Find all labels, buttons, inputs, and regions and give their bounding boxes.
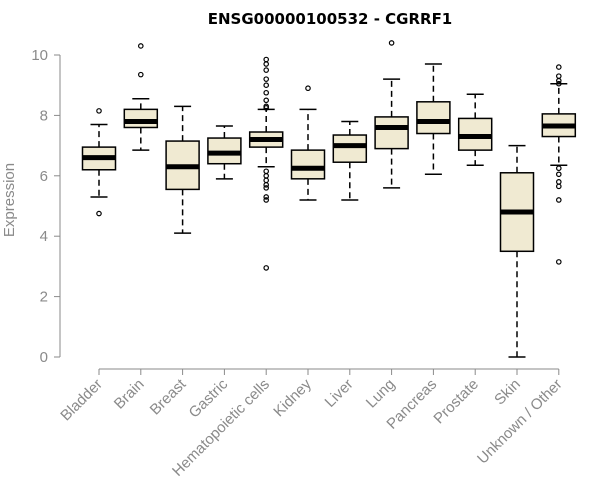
boxplot-hematopoietic-cells [248, 56, 284, 271]
x-tick-label: Brain [111, 376, 148, 413]
outlier-point [138, 71, 144, 78]
y-tick-label: 4 [40, 228, 48, 245]
outlier-point [263, 185, 270, 191]
outlier-point [263, 105, 270, 111]
x-tick-label: Skin [491, 376, 524, 409]
boxplot-pancreas [416, 63, 451, 176]
outlier-point [555, 64, 562, 70]
boxplot-unknown-other [541, 64, 577, 265]
x-tick-label: Breast [147, 375, 190, 418]
boxplot-gastric [207, 125, 242, 180]
outlier-point [96, 210, 102, 217]
outlier-point [263, 89, 270, 96]
outlier-point [263, 82, 270, 89]
y-tick-label: 6 [40, 168, 48, 185]
boxplot-bladder [81, 108, 117, 217]
outlier-point [263, 97, 270, 104]
outlier-point [263, 67, 270, 73]
boxplot-kidney [290, 85, 326, 201]
outlier-point [555, 73, 562, 79]
outlier-point [555, 80, 562, 87]
y-axis-label: Expression [1, 163, 18, 237]
iqr-box [290, 149, 326, 180]
boxplot-liver [332, 120, 368, 201]
outlier-point [263, 168, 270, 175]
outlier-point [305, 85, 311, 92]
boxplots [81, 40, 577, 358]
iqr-box [374, 116, 409, 150]
outlier-point [263, 173, 270, 179]
outlier-point [96, 108, 102, 114]
y-tick-label: 8 [40, 107, 48, 124]
iqr-box [416, 101, 451, 135]
outlier-point [263, 197, 270, 203]
boxplot-prostate [457, 93, 493, 166]
outlier-point [555, 171, 562, 178]
y-tick-label: 10 [31, 47, 48, 64]
outlier-point [388, 40, 395, 46]
chart-title: ENSG00000100532 - CGRRF1 [208, 10, 453, 28]
outlier-point [555, 197, 562, 203]
boxplot-skin [499, 144, 535, 358]
outlier-point [263, 56, 270, 63]
boxplot-brain [123, 43, 159, 151]
y-tick-label: 0 [40, 349, 48, 366]
outlier-point [263, 194, 270, 200]
x-tick-label: Prostate [430, 376, 482, 428]
iqr-box [123, 108, 159, 129]
outlier-point [263, 265, 270, 271]
x-tick-label: Liver [322, 376, 357, 411]
outlier-point [138, 43, 144, 49]
x-tick-label: Kidney [270, 375, 315, 420]
x-tick-label: Lung [363, 376, 399, 412]
outlier-point [555, 77, 562, 84]
y-tick-label: 2 [40, 289, 48, 306]
iqr-box [332, 134, 368, 163]
outlier-point [555, 165, 562, 172]
x-tick-label: Bladder [57, 376, 106, 425]
outlier-point [263, 76, 270, 82]
boxplot-breast [165, 105, 200, 234]
outlier-point [263, 61, 270, 67]
outlier-point [555, 179, 562, 185]
outlier-point [555, 183, 562, 190]
outlier-point [263, 177, 270, 184]
boxplot-lung [374, 40, 409, 189]
outlier-point [555, 259, 562, 265]
outlier-point [263, 182, 270, 188]
